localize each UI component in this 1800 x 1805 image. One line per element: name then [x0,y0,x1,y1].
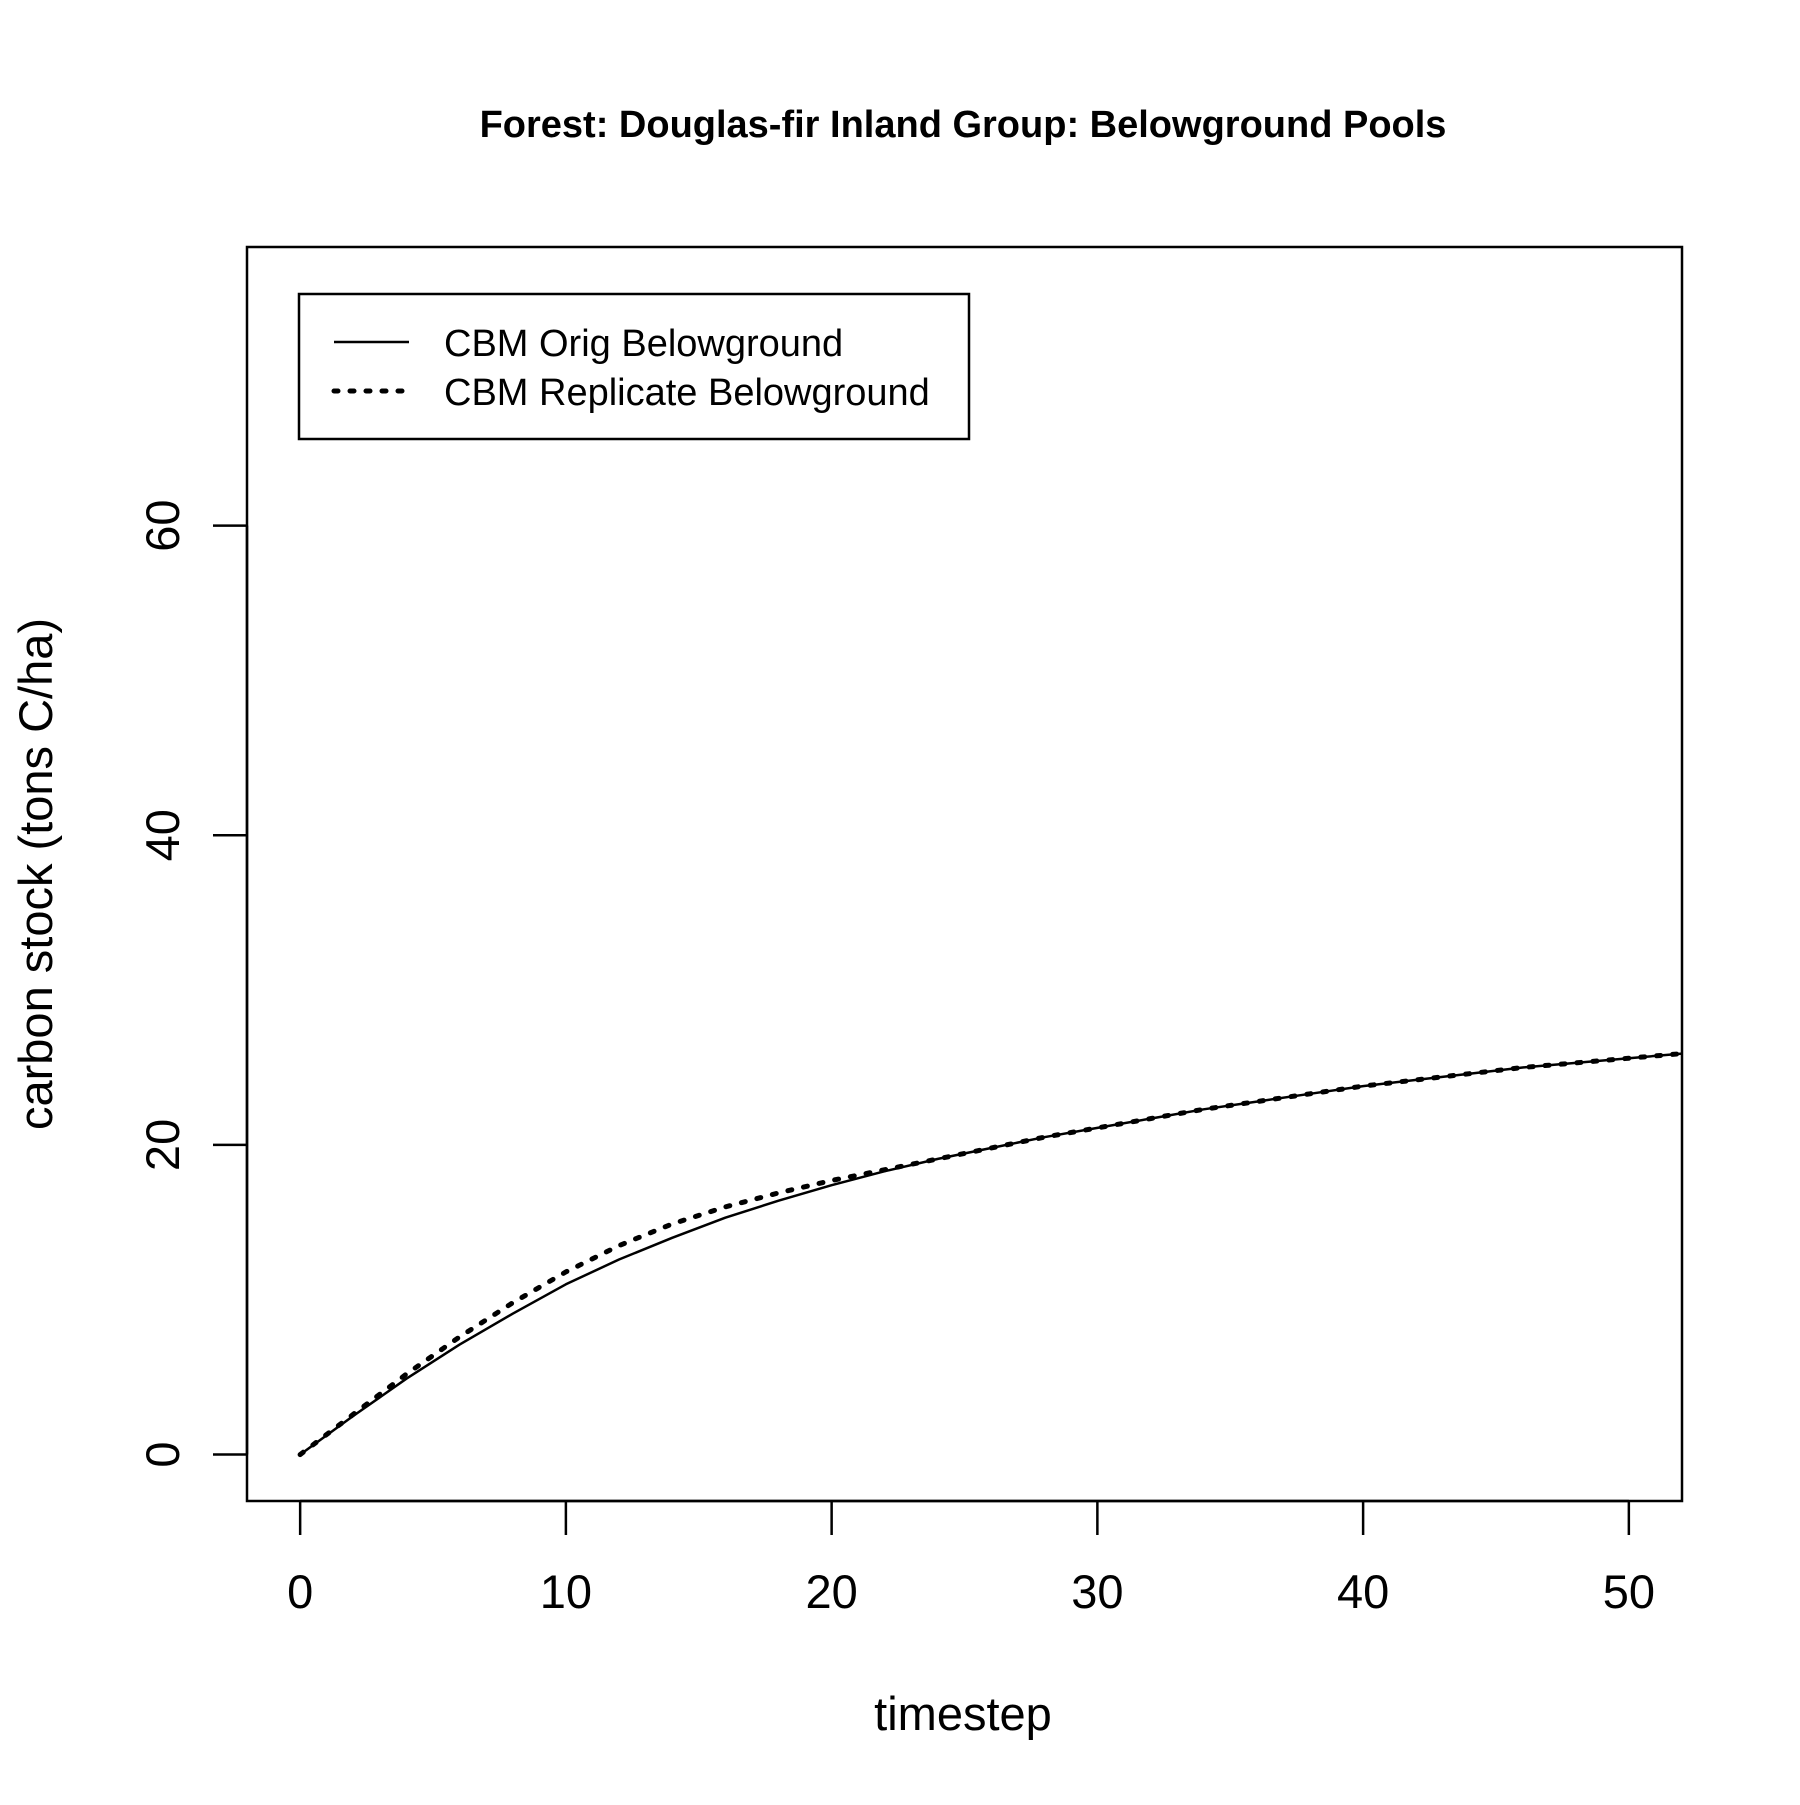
x-axis: 0 10 20 30 40 50 [287,1499,1655,1618]
y-axis-label: carbon stock (tons C/ha) [9,618,62,1130]
x-axis-label: timestep [874,1687,1052,1740]
x-tick-label: 10 [540,1565,592,1618]
series-layer [297,1051,1685,1458]
chart-title: Forest: Douglas-fir Inland Group: Belowg… [480,104,1447,146]
x-tick-label: 0 [287,1565,313,1618]
y-tick-label: 40 [136,809,189,861]
x-tick-label: 40 [1337,1565,1389,1618]
y-tick-label: 0 [136,1441,189,1467]
y-tick-label: 20 [136,1119,189,1171]
legend-box [297,292,971,441]
x-tick-label: 20 [805,1565,857,1618]
x-tick-label: 30 [1071,1565,1123,1618]
legend-label-replicate: CBM Replicate Belowground [444,372,930,414]
y-tick-label: 60 [136,500,189,552]
legend-label-orig: CBM Orig Belowground [444,323,843,365]
y-axis: 0 20 40 60 [136,500,249,1468]
legend: CBM Orig Belowground CBM Replicate Below… [297,292,971,441]
x-tick-label: 50 [1603,1565,1655,1618]
series-line-1 [297,1051,1685,1458]
